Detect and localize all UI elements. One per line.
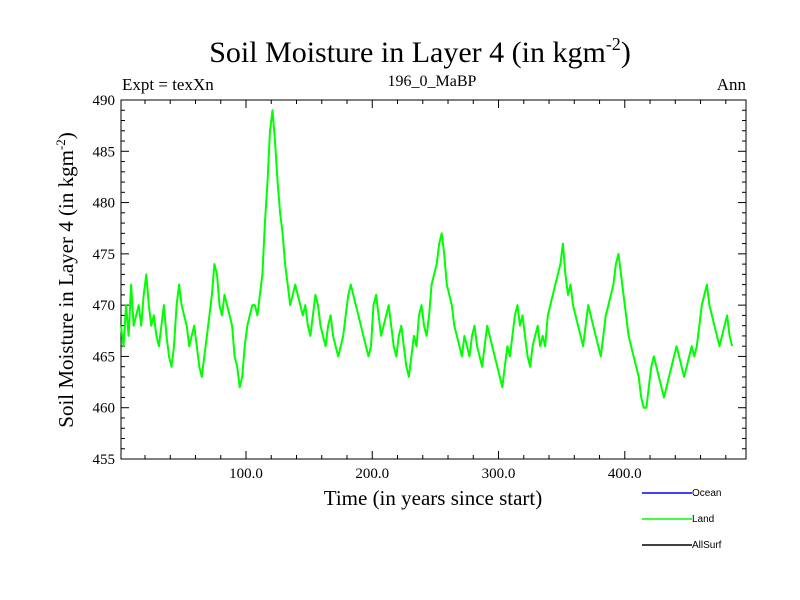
legend: Ocean Land AllSurf <box>642 488 722 551</box>
y-axis-label: Soil Moisture in Layer 4 (in kgm-2) <box>53 132 78 427</box>
y-tick-label: 460 <box>93 401 116 417</box>
x-tick-label: 300.0 <box>482 466 516 482</box>
legend-allsurf-label: AllSurf <box>692 540 722 551</box>
plot-frame <box>120 99 747 460</box>
axis-ticks <box>121 100 746 459</box>
y-tick-labels: 455 460 465 470 475 480 485 490 <box>93 93 116 468</box>
y-tick-label: 480 <box>93 196 116 212</box>
experiment-label: Expt = texXn <box>122 75 214 94</box>
x-tick-label: 100.0 <box>229 466 263 482</box>
x-axis-label: Time (in years since start) <box>324 486 543 510</box>
y-tick-label: 465 <box>93 349 116 365</box>
chart-title: Soil Moisture in Layer 4 (in kgm-2) <box>209 34 631 69</box>
x-tick-labels: 100.0 200.0 300.0 400.0 <box>229 466 642 482</box>
x-tick-label: 200.0 <box>355 466 389 482</box>
legend-ocean-label: Ocean <box>692 488 721 499</box>
x-tick-label: 400.0 <box>608 466 642 482</box>
y-tick-label: 485 <box>93 144 116 160</box>
y-tick-label: 475 <box>93 247 116 263</box>
land-series-line <box>120 109 734 409</box>
legend-land-label: Land <box>692 514 714 525</box>
period-label: 196_0_MaBP <box>388 73 477 90</box>
y-tick-label: 490 <box>93 93 116 109</box>
y-tick-label: 470 <box>93 298 116 314</box>
season-label: Ann <box>717 75 747 94</box>
y-tick-label: 455 <box>93 452 116 468</box>
